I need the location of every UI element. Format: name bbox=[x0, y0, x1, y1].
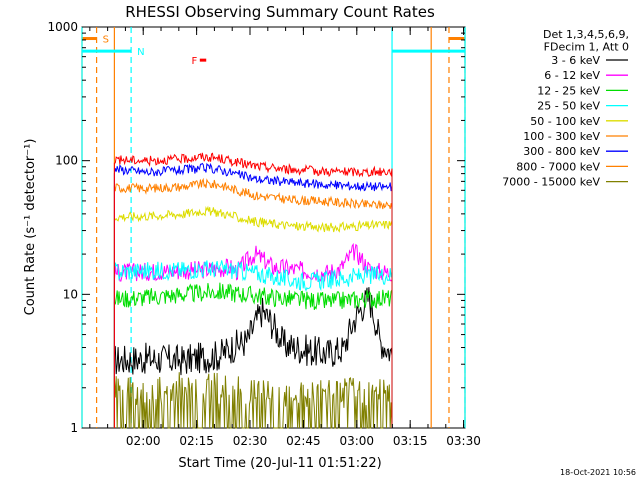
series-line bbox=[113, 205, 393, 428]
span-F: F bbox=[191, 56, 207, 67]
legend-label: 7000 - 15000 keV bbox=[502, 176, 600, 189]
detector-info: FDecim 1, Att 0 bbox=[544, 41, 629, 54]
series-line bbox=[113, 282, 393, 428]
legend: Det 1,3,4,5,6,9,FDecim 1, Att 03 - 6 keV… bbox=[502, 28, 629, 189]
x-tick-label: 03:30 bbox=[446, 434, 481, 448]
span-label: S bbox=[103, 35, 109, 46]
legend-label: 12 - 25 keV bbox=[537, 84, 600, 97]
plot-area: S N F bbox=[81, 26, 466, 429]
legend-label: 100 - 300 keV bbox=[523, 130, 600, 143]
legend-label: 25 - 50 keV bbox=[537, 100, 600, 113]
x-axis-label: Start Time (20-Jul-11 01:51:22) bbox=[178, 456, 381, 471]
detector-info: Det 1,3,4,5,6,9, bbox=[543, 28, 629, 41]
series-line bbox=[113, 152, 393, 428]
span-label: N bbox=[137, 47, 144, 58]
x-tick-label: 02:30 bbox=[233, 434, 268, 448]
legend-label: 3 - 6 keV bbox=[551, 54, 600, 67]
series-line bbox=[113, 287, 393, 428]
span-S: S bbox=[81, 27, 466, 428]
x-tick-label: 02:45 bbox=[286, 434, 321, 448]
series-line bbox=[113, 372, 393, 429]
x-tick-label: 02:15 bbox=[179, 434, 214, 448]
plot-frame bbox=[81, 26, 466, 429]
y-axis-label: Count Rate (s⁻¹ detector⁻¹) bbox=[23, 139, 38, 316]
x-tick-label: 02:00 bbox=[126, 434, 161, 448]
footer-date: 18-Oct-2021 10:56 bbox=[560, 468, 636, 477]
legend-label: 300 - 800 keV bbox=[523, 145, 600, 158]
y-tick-label: 1 bbox=[70, 421, 78, 435]
chart-title: RHESSI Observing Summary Count Rates bbox=[125, 3, 435, 21]
series-line bbox=[113, 162, 393, 428]
span-N: N bbox=[81, 27, 466, 428]
y-tick-label: 10 bbox=[63, 287, 78, 301]
y-tick-label: 1000 bbox=[47, 20, 78, 34]
legend-label: 50 - 100 keV bbox=[530, 115, 600, 128]
x-axis: 02:00 02:15 02:30 02:45 03:00 03:15 03:30 bbox=[89, 27, 481, 448]
legend-label: 6 - 12 keV bbox=[544, 69, 600, 82]
series-line bbox=[113, 177, 393, 428]
legend-label: 800 - 7000 keV bbox=[516, 160, 600, 173]
span-label: F bbox=[191, 56, 197, 67]
y-tick-label: 100 bbox=[55, 154, 78, 168]
x-tick-label: 03:00 bbox=[339, 434, 374, 448]
series-line bbox=[113, 260, 393, 428]
x-tick-label: 03:15 bbox=[393, 434, 428, 448]
y-axis: 1 10 100 1000 bbox=[47, 20, 465, 435]
